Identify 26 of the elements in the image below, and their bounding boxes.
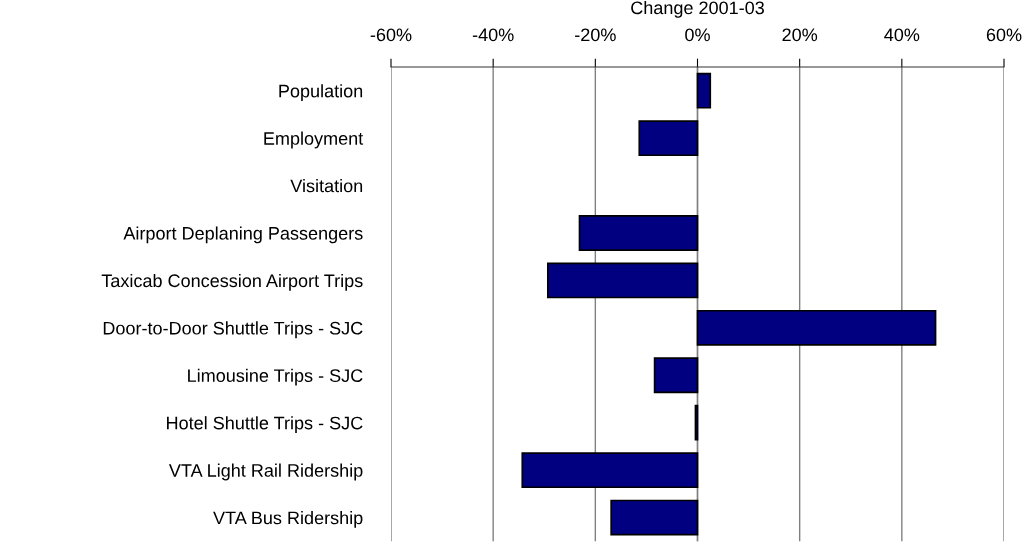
y-tick-label: Door-to-Door Shuttle Trips - SJC <box>103 321 363 339</box>
x-tick-label: -20% <box>575 28 616 42</box>
bar <box>610 499 699 536</box>
x-axis-title: Change 2001-03 <box>631 0 764 18</box>
bar <box>696 309 937 346</box>
y-tick-label: Population <box>279 84 363 101</box>
bar <box>696 72 712 109</box>
bar <box>638 120 699 157</box>
x-tick-label: -40% <box>472 28 514 42</box>
bar <box>521 452 699 489</box>
bar <box>653 357 699 394</box>
y-tick-label: VTA Light Rail Ridership <box>168 463 363 481</box>
x-tick-label: 40% <box>884 28 920 42</box>
x-tick-label: 0% <box>685 28 710 42</box>
y-tick-label: Employment <box>264 131 364 149</box>
bar <box>578 215 699 251</box>
y-tick-label: Hotel Shuttle Trips - SJC <box>167 416 363 433</box>
x-tick-label: -60% <box>370 28 412 42</box>
y-tick-label: VTA Bus Ridership <box>213 511 363 528</box>
x-tick-label: 60% <box>986 28 1022 42</box>
y-tick-label: Limousine Trips - SJC <box>188 368 363 386</box>
y-tick-label: Visitation <box>290 179 363 193</box>
bar <box>546 262 699 299</box>
y-tick-label: Airport Deplaning Passengers <box>123 226 363 244</box>
y-tick-label: Taxicab Concession Airport Trips <box>101 273 363 291</box>
x-tick-label: 20% <box>782 28 818 42</box>
